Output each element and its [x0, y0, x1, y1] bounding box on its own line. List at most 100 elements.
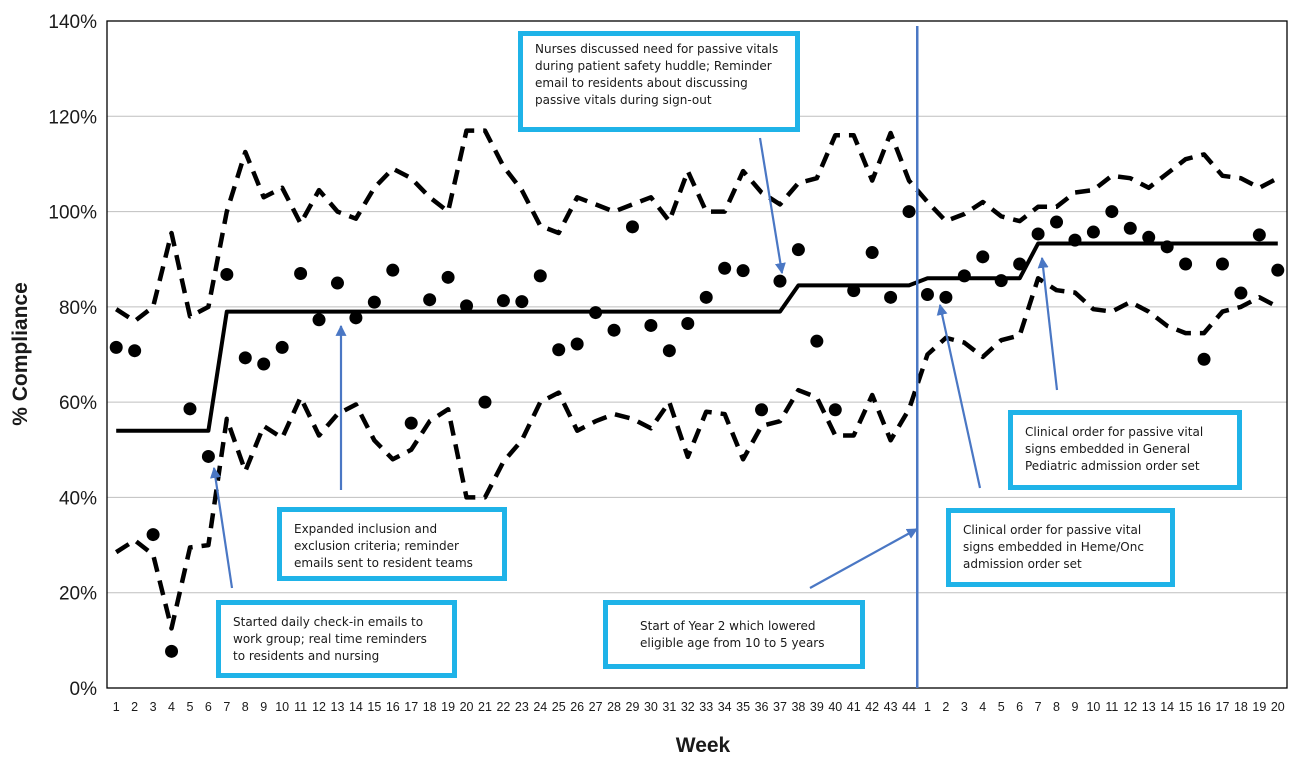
- x-tick-label: 41: [847, 700, 861, 714]
- x-tick-label: 13: [1142, 700, 1156, 714]
- data-point: [644, 318, 658, 332]
- data-point: [515, 295, 529, 309]
- lower-control-limit: [114, 276, 1279, 631]
- x-tick-label: 3: [150, 700, 157, 714]
- x-tick-label: 5: [998, 700, 1005, 714]
- data-point: [460, 299, 474, 313]
- data-point: [146, 528, 160, 542]
- data-point: [1086, 225, 1100, 239]
- data-point: [662, 344, 676, 358]
- center-line: [116, 241, 1278, 433]
- data-point: [441, 270, 455, 284]
- y-axis-title: % Compliance: [9, 282, 32, 426]
- x-tick-labels: 1 2 3 4 5 6 7 8 9 10 11 12 13 14 15 16 17 18 19 20 21 22 23 24 2…: [113, 700, 1285, 714]
- x-tick-label: 27: [589, 700, 603, 714]
- data-point: [1105, 205, 1119, 219]
- data-point: [1252, 228, 1266, 242]
- data-point: [201, 449, 215, 463]
- x-tick-label: 31: [662, 700, 676, 714]
- x-tick-label: 20: [1271, 700, 1285, 714]
- data-point: [1215, 257, 1229, 271]
- y-tick-label: 40%: [59, 488, 97, 509]
- x-tick-label: 10: [275, 700, 289, 714]
- x-tick-label: 15: [367, 700, 381, 714]
- data-point: [257, 357, 271, 371]
- data-point: [478, 395, 492, 409]
- data-point: [275, 340, 289, 354]
- x-tick-label: 10: [1086, 700, 1100, 714]
- x-tick-label: 29: [626, 700, 640, 714]
- data-point: [607, 323, 621, 337]
- x-tick-label: 17: [404, 700, 418, 714]
- data-point: [238, 351, 252, 365]
- x-tick-label: 34: [718, 700, 732, 714]
- control-limits: [114, 128, 1279, 631]
- x-tick-label: 7: [223, 700, 230, 714]
- data-point: [367, 295, 381, 309]
- data-point: [589, 306, 603, 320]
- x-tick-label: 19: [1252, 700, 1266, 714]
- x-tick-label: 36: [755, 700, 769, 714]
- x-tick-label: 5: [186, 700, 193, 714]
- data-point: [773, 274, 787, 288]
- data-point: [109, 340, 123, 354]
- x-tick-label: 18: [1234, 700, 1248, 714]
- data-point: [1160, 240, 1174, 254]
- data-point: [681, 317, 695, 331]
- x-tick-label: 33: [699, 700, 713, 714]
- annotation-inclusion: Expanded inclusion and exclusion criteri…: [277, 507, 507, 581]
- data-point: [847, 284, 861, 298]
- x-tick-label: 44: [902, 700, 916, 714]
- annotation-arrows: [210, 137, 1059, 589]
- x-tick-label: 19: [441, 700, 455, 714]
- x-tick-label: 18: [423, 700, 437, 714]
- data-point: [1068, 233, 1082, 247]
- data-point: [884, 290, 898, 304]
- data-point: [1050, 215, 1064, 229]
- data-point: [828, 403, 842, 417]
- data-point: [699, 290, 713, 304]
- data-point: [625, 220, 639, 234]
- data-point: [570, 337, 584, 351]
- data-point: [718, 261, 732, 275]
- x-tick-label: 23: [515, 700, 529, 714]
- data-point: [957, 269, 971, 283]
- y-tick-label: 60%: [59, 393, 97, 414]
- x-tick-label: 16: [386, 700, 400, 714]
- x-tick-label: 22: [496, 700, 510, 714]
- data-point: [220, 267, 234, 281]
- x-tick-label: 11: [1105, 700, 1118, 714]
- data-point: [920, 287, 934, 301]
- data-point: [165, 644, 179, 658]
- data-point: [1271, 263, 1285, 277]
- annotation-year2: Start of Year 2 which lowered eligible a…: [603, 600, 865, 669]
- x-tick-label: 38: [791, 700, 805, 714]
- x-tick-label: 7: [1035, 700, 1042, 714]
- x-tick-label: 21: [478, 700, 492, 714]
- data-point: [1197, 352, 1211, 366]
- x-tick-label: 42: [865, 700, 879, 714]
- data-point: [1031, 227, 1045, 241]
- x-tick-label: 20: [460, 700, 474, 714]
- y-tick-label: 100%: [48, 203, 97, 224]
- y-tick-label: 80%: [59, 298, 97, 319]
- x-tick-label: 12: [312, 700, 326, 714]
- x-tick-label: 35: [736, 700, 750, 714]
- x-tick-label: 8: [1053, 700, 1060, 714]
- x-tick-label: 14: [1160, 700, 1174, 714]
- x-axis-title: Week: [676, 734, 731, 757]
- data-point: [994, 274, 1008, 288]
- y-tick-label: 120%: [48, 107, 97, 128]
- data-point: [423, 293, 437, 307]
- x-tick-label: 32: [681, 700, 695, 714]
- arrow-general-peds: [1037, 256, 1059, 391]
- x-tick-label: 12: [1123, 700, 1137, 714]
- data-point: [349, 311, 363, 325]
- data-point: [496, 294, 510, 308]
- data-point: [128, 344, 142, 358]
- x-tick-label: 16: [1197, 700, 1211, 714]
- x-tick-label: 30: [644, 700, 658, 714]
- y-tick-label: 0%: [70, 679, 98, 700]
- x-tick-label: 4: [168, 700, 175, 714]
- x-tick-label: 14: [349, 700, 363, 714]
